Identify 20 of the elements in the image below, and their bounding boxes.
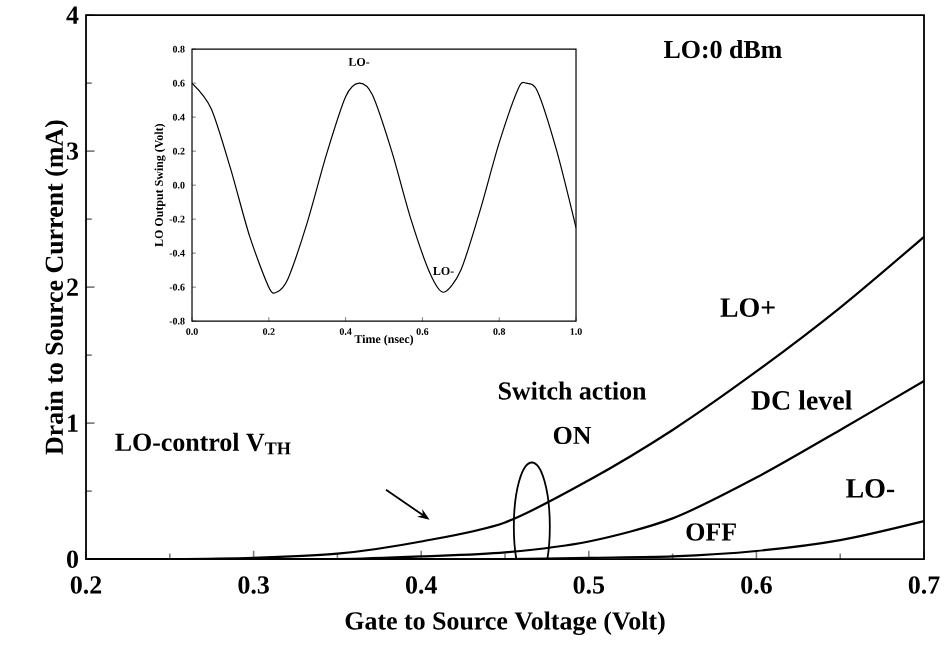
- x-tick-label: 0.6: [741, 576, 772, 595]
- x-tick-label: 0.3: [238, 576, 269, 595]
- y-tick-label: 2: [67, 278, 78, 297]
- series-label: LO-: [846, 479, 895, 499]
- series-label: LO+: [720, 298, 775, 318]
- x-tick-label: 0.4: [406, 576, 437, 595]
- series-label: DC level: [751, 390, 852, 411]
- annotation: LO:0 dBm: [663, 40, 782, 59]
- annotation: OFF: [686, 523, 736, 542]
- y-tick-label: 4: [66, 7, 79, 25]
- x-axis-title: Gate to Source Voltage (Volt): [345, 611, 665, 636]
- y-tick-label: 1: [68, 415, 78, 433]
- y-tick-label: 0: [67, 550, 78, 569]
- annotation: Switch action: [498, 381, 647, 401]
- annotation: LO-control V$_{TH}$: [115, 433, 291, 455]
- annotation: ON: [553, 427, 592, 445]
- y-axis-title: Drain to Source Current (mA): [44, 120, 69, 455]
- x-tick-label: 0.7: [908, 576, 940, 595]
- x-tick-label: 0.5: [573, 576, 605, 595]
- y-tick-label: 3: [66, 142, 79, 161]
